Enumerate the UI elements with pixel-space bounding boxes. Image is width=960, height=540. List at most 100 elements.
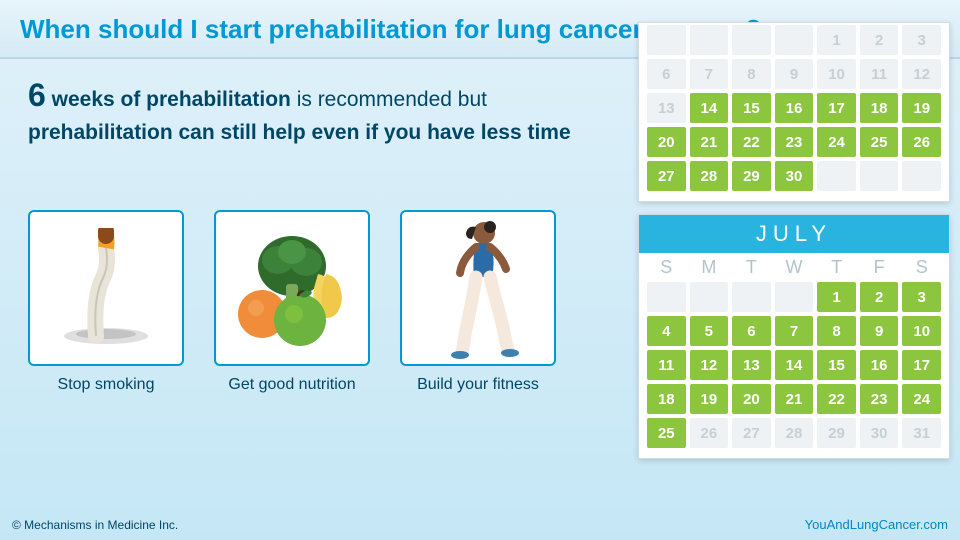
card-label: Build your fitness [417, 376, 539, 394]
cigarette-icon [28, 210, 184, 366]
calendar-cell: 16 [860, 350, 899, 380]
calendar-cell: 17 [902, 350, 941, 380]
calendar-cell: 22 [817, 384, 856, 414]
calendar-cell-empty [732, 282, 771, 312]
six: 6 [28, 77, 46, 113]
calendar-cell: 15 [732, 93, 771, 123]
calendar-dow-row: SMTWTFS [639, 253, 949, 280]
calendar-dow: S [902, 257, 941, 278]
calendar-cell-empty [647, 25, 686, 55]
calendar-cell: 30 [860, 418, 899, 448]
calendar-cell: 2 [860, 25, 899, 55]
calendar-cell: 12 [690, 350, 729, 380]
calendar-cell: 18 [647, 384, 686, 414]
calendar-dow: M [690, 257, 729, 278]
calendar-cell: 15 [817, 350, 856, 380]
calendar-cell: 6 [732, 316, 771, 346]
cards-row: Stop smoking Get good nutrition [28, 210, 556, 394]
calendar-cell: 13 [732, 350, 771, 380]
calendar-cell: 11 [647, 350, 686, 380]
calendar-cell: 16 [775, 93, 814, 123]
calendar-month-title: JULY [639, 215, 949, 253]
calendar-cell: 24 [902, 384, 941, 414]
subtitle-bold-2: prehabilitation can still help even if y… [28, 121, 571, 144]
calendar-cell: 1 [817, 282, 856, 312]
calendar-cell: 31 [902, 418, 941, 448]
calendar-cell: 28 [690, 161, 729, 191]
calendar-cell: 3 [902, 282, 941, 312]
calendar-cell: 1 [817, 25, 856, 55]
calendar-cell: 20 [647, 127, 686, 157]
calendar-cell: 21 [775, 384, 814, 414]
card-label: Stop smoking [58, 376, 155, 394]
footer-site: YouAndLungCancer.com [805, 517, 948, 532]
calendar-cell: 13 [647, 93, 686, 123]
calendar-cell-empty [647, 282, 686, 312]
calendar-cell-empty [902, 161, 941, 191]
subtitle-block: 6 weeks of prehabilitation is recommende… [28, 72, 588, 149]
calendar-cell: 26 [690, 418, 729, 448]
calendar-cell: 23 [860, 384, 899, 414]
calendar-cell: 9 [775, 59, 814, 89]
calendar-cell: 30 [775, 161, 814, 191]
calendar-cell: 9 [860, 316, 899, 346]
calendar-cell: 19 [690, 384, 729, 414]
calendar-dow: T [817, 257, 856, 278]
calendar-cell: 24 [817, 127, 856, 157]
calendar-dow: S [647, 257, 686, 278]
calendar-dow: W [775, 257, 814, 278]
calendar-top: 1236789101112131415161718192021222324252… [638, 22, 950, 202]
calendar-july: JULYSMTWTFS12345678910111213141516171819… [638, 214, 950, 459]
calendar-cell: 6 [647, 59, 686, 89]
calendar-cell: 18 [860, 93, 899, 123]
calendar-cell: 5 [690, 316, 729, 346]
calendar-cell-empty [817, 161, 856, 191]
walker-icon [400, 210, 556, 366]
calendar-cell: 29 [817, 418, 856, 448]
calendar-cell-empty [860, 161, 899, 191]
calendar-cell-empty [732, 25, 771, 55]
calendars-panel: 1236789101112131415161718192021222324252… [638, 56, 950, 471]
calendar-cell: 22 [732, 127, 771, 157]
calendar-cell: 26 [902, 127, 941, 157]
calendar-grid: 1234567891011121314151617181920212223242… [639, 280, 949, 452]
calendar-cell: 8 [732, 59, 771, 89]
card-nutrition: Get good nutrition [214, 210, 370, 394]
calendar-cell: 29 [732, 161, 771, 191]
calendar-dow: F [860, 257, 899, 278]
calendar-cell: 25 [860, 127, 899, 157]
calendar-cell-empty [775, 282, 814, 312]
calendar-cell: 21 [690, 127, 729, 157]
calendar-cell: 19 [902, 93, 941, 123]
subtitle-plain-1: is recommended but [291, 88, 487, 111]
calendar-cell: 12 [902, 59, 941, 89]
calendar-dow: T [732, 257, 771, 278]
calendar-cell: 10 [817, 59, 856, 89]
calendar-cell-empty [775, 25, 814, 55]
calendar-cell: 7 [690, 59, 729, 89]
calendar-cell: 11 [860, 59, 899, 89]
calendar-cell: 20 [732, 384, 771, 414]
calendar-cell: 25 [647, 418, 686, 448]
veggies-icon [214, 210, 370, 366]
card-stop-smoking: Stop smoking [28, 210, 184, 394]
card-fitness: Build your fitness [400, 210, 556, 394]
calendar-cell: 7 [775, 316, 814, 346]
calendar-cell: 3 [902, 25, 941, 55]
card-label: Get good nutrition [228, 376, 355, 394]
calendar-cell: 8 [817, 316, 856, 346]
calendar-cell: 27 [647, 161, 686, 191]
calendar-cell: 14 [775, 350, 814, 380]
calendar-cell-empty [690, 282, 729, 312]
calendar-cell-empty [690, 25, 729, 55]
calendar-cell: 10 [902, 316, 941, 346]
calendar-cell: 4 [647, 316, 686, 346]
calendar-cell: 17 [817, 93, 856, 123]
calendar-grid: 1236789101112131415161718192021222324252… [639, 23, 949, 195]
calendar-cell: 14 [690, 93, 729, 123]
calendar-cell: 23 [775, 127, 814, 157]
calendar-cell: 27 [732, 418, 771, 448]
calendar-cell: 2 [860, 282, 899, 312]
footer-copyright: © Mechanisms in Medicine Inc. [12, 518, 178, 532]
subtitle-bold-1: weeks of prehabilitation [46, 88, 291, 111]
